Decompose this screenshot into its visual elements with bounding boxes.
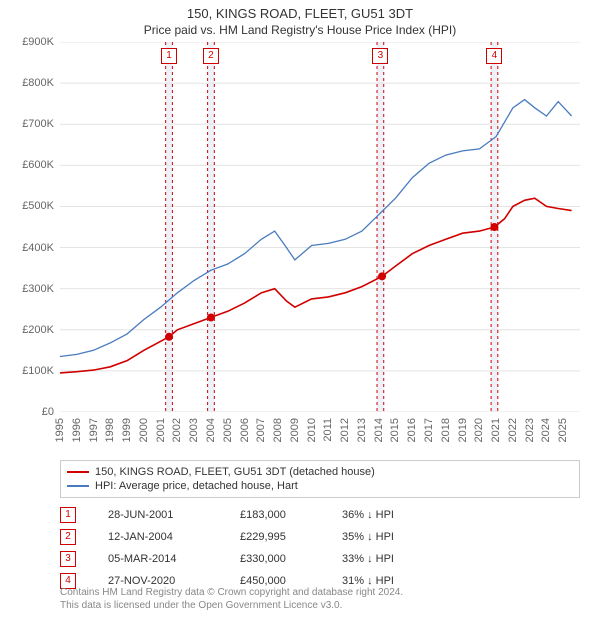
footer: Contains HM Land Registry data © Crown c… — [60, 586, 580, 612]
transactions-table: 1 28-JUN-2001 £183,000 36% ↓ HPI 2 12-JAN-200… — [60, 504, 580, 592]
transaction-price: £229,995 — [240, 531, 330, 543]
x-tick-label: 2021 — [490, 418, 502, 442]
x-tick-label: 2006 — [239, 418, 251, 442]
y-tick-label: £700K — [0, 118, 54, 130]
transaction-number: 1 — [60, 507, 76, 523]
x-tick-label: 2002 — [171, 418, 183, 442]
x-tick-label: 2010 — [306, 418, 318, 442]
x-tick-label: 2014 — [373, 418, 385, 442]
y-tick-label: £400K — [0, 242, 54, 254]
transaction-row: 3 05-MAR-2014 £330,000 33% ↓ HPI — [60, 548, 580, 570]
transaction-number: 2 — [60, 529, 76, 545]
sale-marker: 4 — [486, 48, 502, 64]
x-tick-label: 2001 — [155, 418, 167, 442]
legend: 150, KINGS ROAD, FLEET, GU51 3DT (detach… — [60, 460, 580, 498]
x-tick-label: 2005 — [222, 418, 234, 442]
x-tick-label: 2009 — [289, 418, 301, 442]
x-tick-label: 1996 — [71, 418, 83, 442]
y-tick-label: £100K — [0, 365, 54, 377]
x-tick-label: 2024 — [540, 418, 552, 442]
page-subtitle: Price paid vs. HM Land Registry's House … — [0, 21, 600, 41]
transaction-date: 05-MAR-2014 — [88, 553, 228, 565]
transaction-row: 1 28-JUN-2001 £183,000 36% ↓ HPI — [60, 504, 580, 526]
x-tick-label: 2004 — [205, 418, 217, 442]
legend-label: HPI: Average price, detached house, Hart — [95, 480, 298, 492]
legend-swatch — [67, 471, 89, 473]
x-tick-label: 2016 — [406, 418, 418, 442]
x-tick-label: 2020 — [473, 418, 485, 442]
legend-label: 150, KINGS ROAD, FLEET, GU51 3DT (detach… — [95, 466, 375, 478]
chart-svg — [60, 42, 580, 412]
y-tick-label: £0 — [0, 406, 54, 418]
transaction-date: 12-JAN-2004 — [88, 531, 228, 543]
transaction-row: 2 12-JAN-2004 £229,995 35% ↓ HPI — [60, 526, 580, 548]
x-tick-label: 1995 — [54, 418, 66, 442]
y-tick-label: £800K — [0, 77, 54, 89]
x-tick-label: 2000 — [138, 418, 150, 442]
y-tick-label: £600K — [0, 159, 54, 171]
transaction-diff: 33% ↓ HPI — [342, 553, 452, 565]
x-tick-label: 2025 — [557, 418, 569, 442]
x-tick-label: 1998 — [104, 418, 116, 442]
sale-marker: 2 — [203, 48, 219, 64]
y-tick-label: £900K — [0, 36, 54, 48]
x-tick-label: 2023 — [524, 418, 536, 442]
transaction-diff: 35% ↓ HPI — [342, 531, 452, 543]
x-tick-label: 2012 — [339, 418, 351, 442]
chart — [60, 42, 580, 412]
x-tick-label: 2008 — [272, 418, 284, 442]
x-tick-label: 2022 — [507, 418, 519, 442]
legend-item: HPI: Average price, detached house, Hart — [67, 479, 573, 493]
x-tick-label: 1999 — [121, 418, 133, 442]
x-tick-label: 1997 — [88, 418, 100, 442]
legend-item: 150, KINGS ROAD, FLEET, GU51 3DT (detach… — [67, 465, 573, 479]
y-tick-label: £200K — [0, 324, 54, 336]
footer-line: Contains HM Land Registry data © Crown c… — [60, 586, 580, 599]
transaction-number: 3 — [60, 551, 76, 567]
transaction-price: £330,000 — [240, 553, 330, 565]
footer-line: This data is licensed under the Open Gov… — [60, 599, 580, 612]
x-tick-label: 2003 — [188, 418, 200, 442]
transaction-date: 28-JUN-2001 — [88, 509, 228, 521]
legend-swatch — [67, 485, 89, 487]
x-tick-label: 2018 — [440, 418, 452, 442]
sale-marker: 3 — [372, 48, 388, 64]
page-title: 150, KINGS ROAD, FLEET, GU51 3DT — [0, 0, 600, 21]
x-tick-label: 2015 — [389, 418, 401, 442]
x-tick-label: 2011 — [322, 418, 334, 442]
x-tick-label: 2019 — [457, 418, 469, 442]
x-tick-label: 2007 — [255, 418, 267, 442]
transaction-price: £183,000 — [240, 509, 330, 521]
y-tick-label: £300K — [0, 283, 54, 295]
sale-marker: 1 — [161, 48, 177, 64]
x-tick-label: 2017 — [423, 418, 435, 442]
y-tick-label: £500K — [0, 200, 54, 212]
transaction-diff: 36% ↓ HPI — [342, 509, 452, 521]
x-tick-label: 2013 — [356, 418, 368, 442]
